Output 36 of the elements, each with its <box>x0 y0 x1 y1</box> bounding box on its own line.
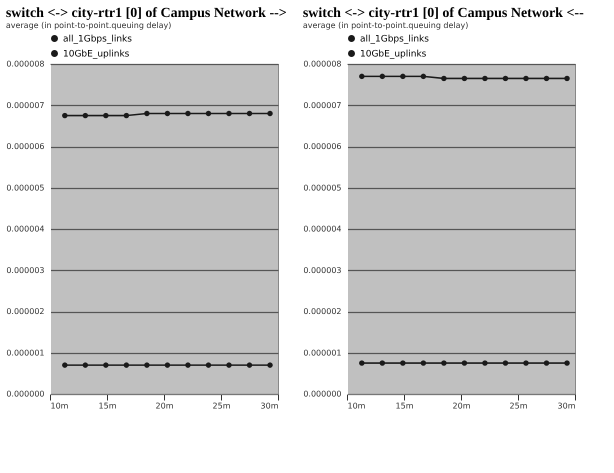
y-tick-label: 0.000002 <box>303 307 342 316</box>
y-tick-label: 0.000004 <box>303 224 342 234</box>
y-tick-label: 0.000004 <box>6 224 44 234</box>
legend-label: all_1Gbps_links <box>360 34 430 44</box>
legend-label: 10GbE_uplinks <box>360 50 427 60</box>
y-tick-label: 0.000005 <box>303 183 342 192</box>
y-tick-label: 0.000000 <box>303 390 342 398</box>
x-tick-label: 20m <box>452 402 471 410</box>
y-tick-label: 0.000003 <box>303 266 342 275</box>
y-tick-label: 0.000007 <box>6 100 44 110</box>
x-tick-label: 30m <box>260 402 279 410</box>
chart-subtitle: average (in point-to-point.queuing delay) <box>6 21 172 30</box>
y-tick-label: 0.000001 <box>6 348 44 358</box>
x-tick-label: 25m <box>510 402 528 410</box>
chart-title: switch <-> city-rtr1 [0] of Campus Network <-- <box>302 6 584 21</box>
y-tick-label: 0.000000 <box>6 390 44 398</box>
legend-label: all_1Gbps_links <box>63 34 132 44</box>
y-tick-label: 0.000008 <box>303 60 342 68</box>
y-tick-label: 0.000001 <box>303 348 342 358</box>
y-tick-label: 0.000006 <box>6 142 44 151</box>
chart-subtitle: average (in point-to-point.queuing delay) <box>302 21 468 30</box>
y-tick-label: 0.000006 <box>303 142 342 151</box>
y-tick-label: 0.000008 <box>6 60 44 68</box>
y-tick-label: 0.000007 <box>303 100 342 110</box>
x-tick-label: 25m <box>212 402 231 410</box>
chart-title: switch <-> city-rtr1 [0] of Campus Network --> <box>6 6 287 21</box>
x-tick-label: 20m <box>156 402 174 410</box>
x-tick-label: 10m <box>348 402 366 410</box>
x-tick-label: 30m <box>558 402 576 410</box>
y-tick-label: 0.000005 <box>6 183 44 192</box>
y-tick-label: 0.000002 <box>6 307 44 316</box>
x-tick-label: 10m <box>50 402 69 410</box>
x-tick-label: 15m <box>98 402 117 410</box>
y-tick-label: 0.000003 <box>6 266 44 275</box>
x-tick-label: 15m <box>396 402 414 410</box>
legend-label: 10GbE_uplinks <box>63 50 130 60</box>
